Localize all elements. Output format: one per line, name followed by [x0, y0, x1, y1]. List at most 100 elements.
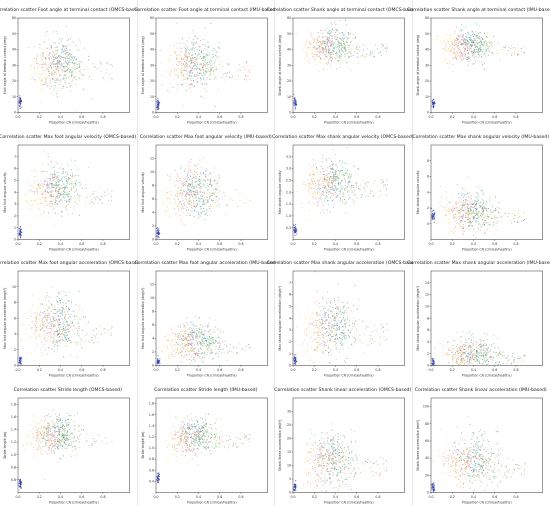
scatter-point: [179, 67, 182, 69]
y-tick-label: 50: [424, 32, 428, 36]
scatter-point: [333, 47, 335, 49]
x-tick-label: 0.8: [375, 115, 380, 119]
scatter-point: [496, 220, 498, 222]
scatter-point: [330, 41, 332, 43]
scatter-point: [319, 58, 322, 60]
scatter-point: [58, 292, 60, 294]
scatter-point: [205, 208, 207, 210]
scatter-point: [201, 84, 203, 86]
scatter-point: [485, 41, 488, 44]
scatter-point: [177, 68, 179, 70]
scatter-point: [338, 41, 340, 44]
scatter-point: [311, 48, 313, 50]
scatter-point: [47, 163, 49, 165]
scatter-point: [305, 41, 307, 43]
scatter-point: [183, 78, 185, 80]
scatter-point: [481, 44, 483, 46]
scatter-point: [54, 343, 56, 345]
scatter-point: [73, 76, 75, 78]
scatter-point: [483, 232, 485, 234]
scatter-point: [47, 322, 49, 325]
scatter-point: [465, 212, 467, 214]
scatter-point: [47, 191, 50, 194]
scatter-point: [471, 51, 473, 53]
scatter-point: [21, 231, 23, 233]
scatter-point: [498, 207, 500, 209]
x-axis-label: Proportion CN (clinical/healthy): [461, 121, 511, 125]
scatter-point: [196, 202, 198, 204]
scatter-point: [332, 28, 334, 31]
scatter-point: [469, 48, 471, 50]
y-tick-label: 50: [287, 32, 291, 36]
scatter-point: [218, 47, 221, 49]
scatter-point: [89, 341, 91, 343]
scatter-point: [88, 76, 90, 78]
scatter-point: [198, 72, 200, 74]
scatter-point: [69, 197, 71, 199]
scatter-point: [470, 51, 472, 53]
scatter-point: [190, 206, 192, 208]
scatter-point: [475, 213, 477, 215]
scatter-point: [302, 183, 304, 185]
scatter-point: [40, 84, 42, 86]
scatter-point: [521, 50, 523, 52]
scatter-point: [41, 202, 43, 204]
scatter-point: [78, 197, 80, 199]
scatter-point: [203, 203, 205, 205]
scatter-point: [169, 54, 171, 57]
scatter-point: [478, 36, 480, 38]
scatter-point: [36, 58, 38, 60]
scatter-point: [338, 190, 340, 192]
scatter-point: [321, 167, 323, 170]
scatter-point: [462, 216, 464, 218]
scatter-point: [449, 51, 451, 53]
scatter-point: [333, 178, 335, 180]
scatter-point: [451, 230, 453, 232]
scatter-point: [327, 62, 329, 64]
scatter-point: [180, 57, 182, 59]
scatter-point: [60, 199, 62, 201]
scatter-point: [78, 194, 80, 196]
scatter-point: [450, 209, 452, 211]
scatter-point: [215, 188, 217, 190]
scatter-point: [344, 55, 346, 57]
scatter-point: [341, 49, 343, 51]
scatter-point: [166, 90, 168, 92]
scatter-point: [62, 195, 64, 197]
scatter-point: [317, 50, 319, 53]
scatter-point: [53, 186, 55, 188]
scatter-point: [58, 58, 60, 60]
scatter-point: [431, 99, 433, 101]
scatter-point: [334, 37, 336, 39]
scatter-point: [335, 24, 337, 26]
scatter-point: [46, 177, 48, 179]
scatter-point: [212, 188, 214, 190]
scatter-point: [208, 60, 210, 62]
scatter-point: [46, 319, 48, 321]
scatter-point: [69, 201, 71, 203]
scatter-point: [482, 48, 484, 50]
scatter-point: [181, 75, 183, 77]
scatter-point: [444, 198, 446, 200]
scatter-point: [200, 181, 202, 183]
scatter-point: [315, 197, 317, 199]
scatter-point: [462, 35, 464, 37]
scatter-point: [56, 46, 58, 49]
scatter-point: [332, 53, 334, 55]
scatter-point: [322, 211, 325, 213]
scatter-point: [352, 34, 354, 37]
scatter-point: [354, 202, 356, 204]
x-tick-label: 0.0: [153, 115, 158, 119]
scatter-point: [224, 72, 226, 74]
scatter-point: [156, 97, 158, 99]
scatter-point: [57, 307, 59, 309]
scatter-point: [110, 335, 112, 337]
scatter-point: [56, 320, 59, 322]
scatter-point: [198, 45, 200, 47]
y-tick-label: 5: [14, 178, 16, 182]
scatter-point: [69, 178, 71, 180]
scatter-point: [455, 222, 457, 224]
scatter-point: [322, 170, 324, 172]
scatter-point: [56, 59, 59, 61]
scatter-point: [75, 183, 77, 185]
